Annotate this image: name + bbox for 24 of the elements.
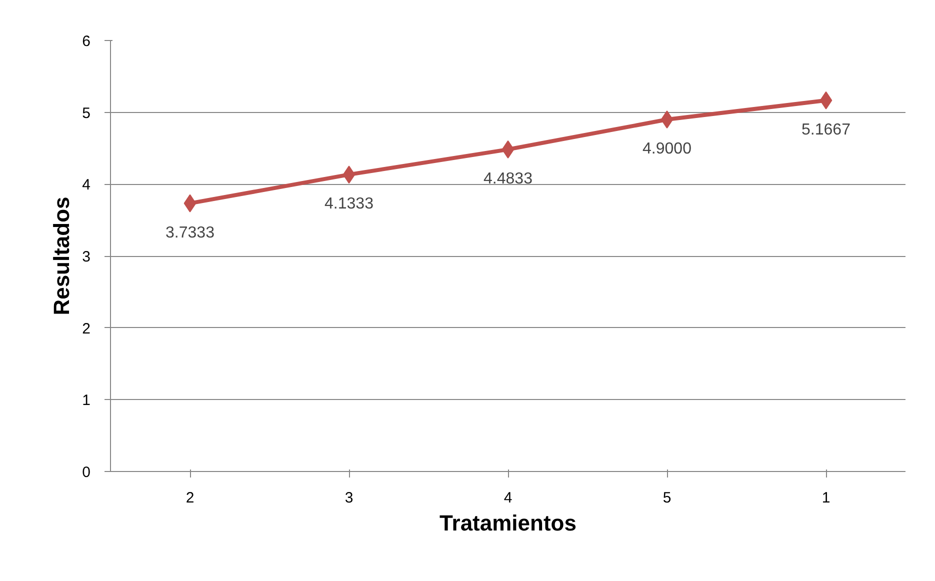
x-tick-label: 4: [504, 490, 512, 506]
y-tick-label: 3: [82, 248, 90, 266]
x-tick-label: 5: [662, 490, 672, 506]
y-axis-title: Resultados: [49, 196, 74, 316]
point: [342, 166, 356, 184]
y-tick-label: 5: [82, 104, 90, 122]
data-label: 3.7333: [166, 224, 215, 242]
x-tick-label: 3: [344, 490, 354, 506]
y-tick-label: 6: [82, 33, 90, 50]
y-tick-label: 1: [82, 392, 90, 410]
y-tick-label: 0: [82, 464, 90, 481]
point: [184, 194, 196, 212]
y-tick-label: 4: [82, 176, 90, 194]
data-label: 5.1667: [802, 121, 851, 138]
y-tick-label: 2: [82, 320, 90, 338]
data-label: 4.1333: [324, 196, 374, 213]
point: [660, 110, 674, 129]
point: [502, 140, 514, 158]
data-label: 4.4833: [484, 170, 533, 188]
x-axis-title: Tratamientos: [440, 510, 576, 536]
data-label: 4.9000: [642, 140, 692, 158]
point: [820, 91, 832, 110]
x-tick-label: 2: [186, 490, 194, 506]
x-tick-label: 1: [822, 490, 830, 506]
